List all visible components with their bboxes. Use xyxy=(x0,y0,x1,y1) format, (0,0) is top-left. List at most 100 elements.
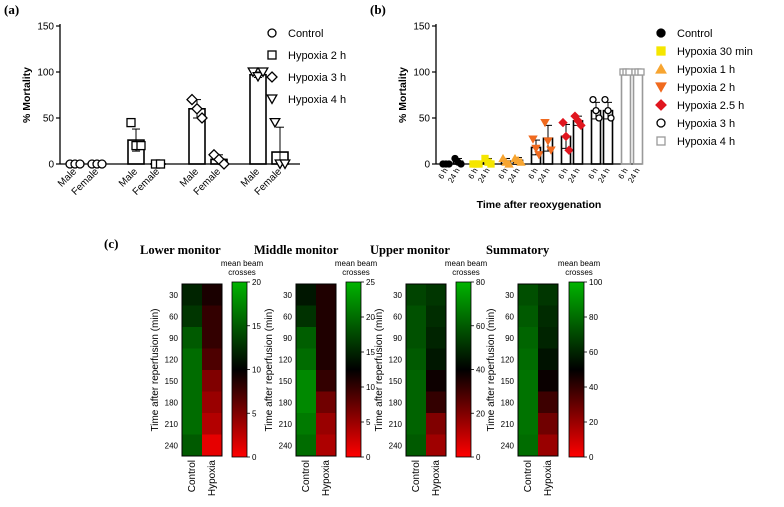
heatmap-cell xyxy=(202,305,223,328)
heatmap-cell xyxy=(316,413,337,435)
heatmap-cell xyxy=(538,348,559,371)
heatmap-cell xyxy=(296,413,317,435)
heatmap-cell xyxy=(426,284,447,306)
heatmap-frame xyxy=(295,283,337,457)
panel-label-a: (a) xyxy=(4,2,19,17)
legend-label: Hypoxia 4 h xyxy=(677,136,735,148)
y-axis-title: % Mortality xyxy=(21,67,33,123)
heatmap-column-label: Hypoxia xyxy=(431,460,442,497)
heatmap-y-tick: 120 xyxy=(501,355,515,364)
data-point xyxy=(487,160,495,168)
legend-label: Hypoxia 3 h xyxy=(677,118,735,130)
x-tick-label: 24 h xyxy=(566,167,582,185)
heatmap-cell xyxy=(316,284,337,306)
heatmap-cell xyxy=(538,391,559,414)
heatmap-title: Summatory xyxy=(486,243,550,257)
heatmap-y-tick: 180 xyxy=(389,398,403,407)
colorbar-tick-label: 5 xyxy=(252,409,257,418)
heatmap-cell xyxy=(182,391,203,414)
heatmap-cell xyxy=(406,434,427,457)
heatmap-2: Middle monitor306090120150180210240Contr… xyxy=(254,243,377,496)
data-point xyxy=(457,160,465,168)
colorbar xyxy=(568,281,585,458)
heatmap-cell xyxy=(406,391,427,414)
data-point xyxy=(592,106,600,115)
y-tick-label: 50 xyxy=(43,114,55,125)
colorbar-tick-label: 20 xyxy=(589,418,598,427)
heatmap-y-title: Time after reperfusion (min) xyxy=(150,309,161,432)
data-point xyxy=(279,159,291,170)
data-point xyxy=(504,159,514,168)
heatmap-y-tick: 120 xyxy=(279,355,293,364)
data-point xyxy=(564,145,574,155)
heatmap-cell xyxy=(518,348,539,371)
heatmap-y-tick: 30 xyxy=(505,291,514,300)
heatmap-column-label: Control xyxy=(411,460,422,492)
legend-label: Control xyxy=(288,28,323,40)
data-point xyxy=(269,117,281,129)
heatmap-cell xyxy=(426,413,447,435)
data-point xyxy=(126,117,136,128)
heatmap-cell xyxy=(518,391,539,414)
data-point xyxy=(576,120,586,131)
heatmap-cell xyxy=(406,348,427,371)
heatmap-y-tick: 180 xyxy=(165,398,179,407)
heatmap-cell xyxy=(426,370,447,392)
heatmap-title: Middle monitor xyxy=(254,243,339,257)
colorbar-title: mean beam xyxy=(558,259,601,268)
heatmaps: Lower monitor306090120150180210240Contro… xyxy=(140,243,603,496)
bar xyxy=(620,71,632,165)
data-point xyxy=(625,68,633,76)
heatmap-column-label: Hypoxia xyxy=(321,460,332,497)
heatmap-cell xyxy=(182,434,203,457)
data-point xyxy=(604,106,612,115)
data-point xyxy=(546,146,556,155)
colorbar-tick-label: 40 xyxy=(589,383,598,392)
heatmap-cell xyxy=(202,327,223,349)
legend-label: Hypoxia 4 h xyxy=(288,94,346,106)
heatmap-cell xyxy=(182,413,203,435)
heatmap-y-tick: 30 xyxy=(393,291,402,300)
heatmap-cell xyxy=(538,305,559,328)
heatmap-column-label: Hypoxia xyxy=(207,460,218,497)
heatmap-y-tick: 180 xyxy=(501,398,515,407)
heatmap-cell xyxy=(296,391,317,414)
heatmap-y-tick: 60 xyxy=(169,312,178,321)
heatmap-cell xyxy=(316,434,337,457)
panel-label-b: (b) xyxy=(370,2,386,17)
data-point xyxy=(601,95,609,104)
y-tick-label: 50 xyxy=(419,114,431,125)
legend-label: Hypoxia 3 h xyxy=(288,72,346,84)
heatmap-cell xyxy=(316,391,337,414)
heatmap-cell xyxy=(518,370,539,392)
legend-marker xyxy=(656,28,666,38)
colorbar-tick-label: 20 xyxy=(476,409,485,418)
heatmap-cell xyxy=(202,348,223,371)
colorbar-tick-label: 40 xyxy=(476,366,485,375)
heatmap-title: Lower monitor xyxy=(140,243,221,257)
colorbar-tick-label: 80 xyxy=(589,313,598,322)
heatmap-cell xyxy=(202,391,223,414)
heatmap-cell xyxy=(426,327,447,349)
colorbar-tick-label: 10 xyxy=(366,383,375,392)
heatmap-y-tick: 150 xyxy=(389,377,403,386)
heatmap-column-label: Control xyxy=(187,460,198,492)
heatmap-cell xyxy=(182,284,203,306)
heatmap-y-tick: 60 xyxy=(393,312,402,321)
data-point xyxy=(531,144,541,153)
legend-marker xyxy=(656,136,666,146)
legend-label: Control xyxy=(677,28,712,40)
heatmap-cell xyxy=(202,413,223,435)
heatmap-cell xyxy=(518,434,539,457)
data-point xyxy=(589,95,597,104)
heatmap-cell xyxy=(518,327,539,349)
legend-label: Hypoxia 2 h xyxy=(677,82,735,94)
heatmap-cell xyxy=(296,327,317,349)
heatmap-cell xyxy=(538,370,559,392)
heatmap-y-tick: 210 xyxy=(279,420,293,429)
data-point xyxy=(257,67,269,78)
y-tick-label: 100 xyxy=(413,68,430,79)
x-tick-label: 24 h xyxy=(506,167,522,185)
heatmap-cell xyxy=(182,348,203,371)
